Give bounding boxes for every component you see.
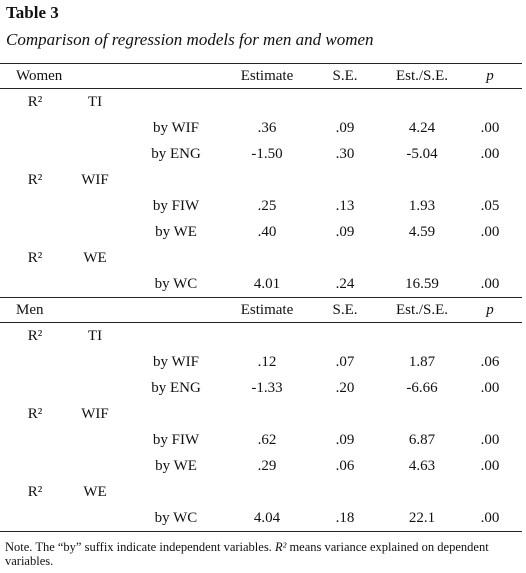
cell-value: .06 bbox=[335, 458, 355, 474]
r-squared: R² bbox=[27, 250, 43, 266]
cell-value: .09 bbox=[335, 224, 355, 240]
cell-value: .09 bbox=[335, 432, 355, 448]
cell-value: 4.59 bbox=[408, 224, 436, 240]
cell-value: .30 bbox=[335, 146, 355, 162]
cell-value: .06 bbox=[480, 354, 500, 370]
dependent-variable: WIF bbox=[81, 172, 109, 188]
predictor: by FIW bbox=[152, 432, 200, 448]
dependent-variable: WE bbox=[83, 484, 107, 500]
cell-value: 4.04 bbox=[253, 510, 281, 526]
r-squared: R² bbox=[27, 94, 43, 110]
predictor: by ENG bbox=[151, 146, 201, 162]
cell-value: 4.24 bbox=[408, 120, 436, 136]
table-rule bbox=[0, 531, 522, 532]
cell-value: 16.59 bbox=[405, 276, 439, 292]
cell-value: 1.93 bbox=[408, 198, 436, 214]
section-label: Men bbox=[16, 302, 44, 318]
cell-value: .20 bbox=[335, 380, 355, 396]
predictor: by WIF bbox=[153, 354, 199, 370]
cell-value: -6.66 bbox=[406, 380, 438, 396]
column-header: Est./S.E. bbox=[395, 68, 449, 84]
section-label: Women bbox=[16, 68, 63, 84]
dependent-variable: WE bbox=[83, 250, 107, 266]
note-rest: means variance explained on dependent va… bbox=[5, 540, 489, 568]
column-header: S.E. bbox=[332, 68, 358, 84]
cell-value: 22.1 bbox=[408, 510, 436, 526]
table-title: Table 3 bbox=[6, 3, 59, 22]
cell-value: .00 bbox=[480, 380, 500, 396]
predictor: by FIW bbox=[152, 198, 200, 214]
cell-value: .00 bbox=[480, 432, 500, 448]
cell-value: .24 bbox=[335, 276, 355, 292]
cell-value: 4.01 bbox=[253, 276, 281, 292]
cell-value: .05 bbox=[480, 198, 500, 214]
cell-value: .00 bbox=[480, 276, 500, 292]
predictor: by WIF bbox=[153, 120, 199, 136]
dependent-variable: TI bbox=[87, 328, 103, 344]
cell-value: .00 bbox=[480, 120, 500, 136]
cell-value: -5.04 bbox=[406, 146, 438, 162]
table-subtitle: Comparison of regression models for men … bbox=[6, 30, 374, 49]
column-header: p bbox=[486, 302, 494, 318]
table-note: Note. The “by” suffix indicate independe… bbox=[5, 540, 523, 568]
table-rule bbox=[0, 297, 522, 298]
cell-value: .18 bbox=[335, 510, 355, 526]
predictor: by WC bbox=[154, 510, 198, 526]
note-symbol: R² bbox=[274, 540, 287, 554]
dependent-variable: TI bbox=[87, 94, 103, 110]
cell-value: .36 bbox=[257, 120, 277, 136]
table-rule bbox=[0, 88, 522, 89]
cell-value: -1.33 bbox=[251, 380, 283, 396]
r-squared: R² bbox=[27, 406, 43, 422]
r-squared: R² bbox=[27, 484, 43, 500]
note-lead: Note. The “by” suffix indicate independe… bbox=[5, 540, 272, 554]
cell-value: -1.50 bbox=[251, 146, 283, 162]
column-header: Estimate bbox=[240, 68, 294, 84]
column-header: Estimate bbox=[240, 302, 294, 318]
dependent-variable: WIF bbox=[81, 406, 109, 422]
cell-value: .40 bbox=[257, 224, 277, 240]
r-squared: R² bbox=[27, 172, 43, 188]
r-squared: R² bbox=[27, 328, 43, 344]
table-rule bbox=[0, 63, 522, 64]
predictor: by WC bbox=[154, 276, 198, 292]
column-header: S.E. bbox=[332, 302, 358, 318]
cell-value: .25 bbox=[257, 198, 277, 214]
cell-value: .00 bbox=[480, 224, 500, 240]
column-header: p bbox=[486, 68, 494, 84]
cell-value: .07 bbox=[335, 354, 355, 370]
cell-value: .62 bbox=[257, 432, 277, 448]
cell-value: 1.87 bbox=[408, 354, 436, 370]
cell-value: .13 bbox=[335, 198, 355, 214]
cell-value: 4.63 bbox=[408, 458, 436, 474]
table-rule bbox=[0, 322, 522, 323]
column-header: Est./S.E. bbox=[395, 302, 449, 318]
predictor: by WE bbox=[155, 224, 197, 240]
cell-value: .09 bbox=[335, 120, 355, 136]
cell-value: .12 bbox=[257, 354, 277, 370]
predictor: by WE bbox=[155, 458, 197, 474]
cell-value: 6.87 bbox=[408, 432, 436, 448]
predictor: by ENG bbox=[151, 380, 201, 396]
cell-value: .00 bbox=[480, 146, 500, 162]
cell-value: .29 bbox=[257, 458, 277, 474]
cell-value: .00 bbox=[480, 510, 500, 526]
cell-value: .00 bbox=[480, 458, 500, 474]
